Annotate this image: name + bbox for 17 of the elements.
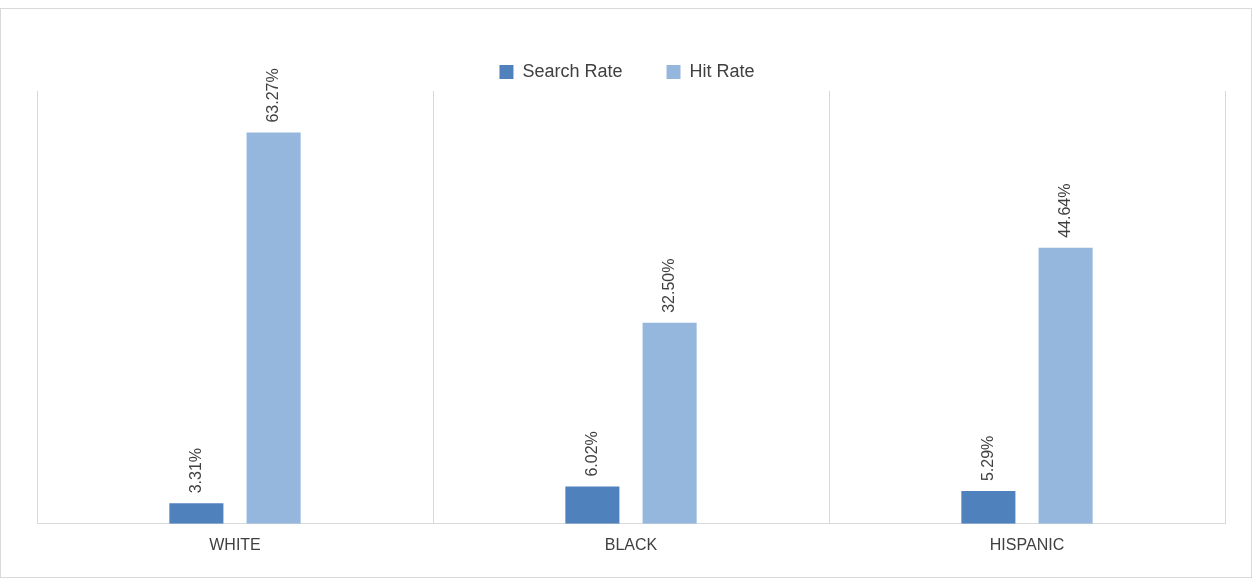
bar (961, 491, 1016, 524)
bar (565, 486, 620, 524)
data-label: 44.64% (1056, 183, 1074, 238)
data-label: 32.50% (660, 258, 678, 313)
bar (1038, 247, 1093, 524)
legend-label: Search Rate (522, 60, 623, 81)
x-tick-label: WHITE (209, 535, 261, 553)
bar (642, 322, 697, 524)
x-tick-label: BLACK (604, 535, 658, 553)
x-tick-label: HISPANIC (989, 535, 1065, 553)
legend-label: Hit Rate (689, 60, 755, 81)
data-label: 6.02% (582, 431, 600, 477)
data-label: 3.31% (186, 447, 204, 494)
bar (246, 132, 301, 524)
data-label: 63.27% (264, 68, 282, 123)
data-label: 5.29% (978, 435, 996, 482)
bar (169, 503, 224, 524)
